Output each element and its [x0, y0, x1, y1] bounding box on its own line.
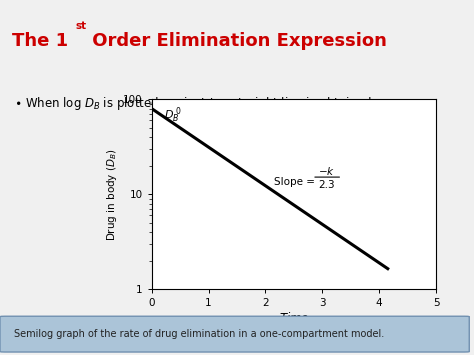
Text: Order Elimination Expression: Order Elimination Expression	[86, 32, 387, 50]
Text: $-k$: $-k$	[319, 165, 336, 177]
Text: $D_B^{\ 0}$: $D_B^{\ 0}$	[164, 105, 182, 125]
Text: $\bullet$ When log $D_B$ is plotted against $t$, a straight line is obtained:: $\bullet$ When log $D_B$ is plotted agai…	[14, 95, 376, 112]
Text: st: st	[75, 21, 86, 31]
Text: The 1: The 1	[12, 32, 68, 50]
X-axis label: $Time$: $Time$	[279, 311, 309, 325]
Text: Slope =: Slope =	[274, 177, 318, 187]
Text: Semilog graph of the rate of drug elimination in a one-compartment model.: Semilog graph of the rate of drug elimin…	[14, 329, 384, 339]
Y-axis label: Drug in body ($D_B$): Drug in body ($D_B$)	[105, 148, 119, 241]
FancyBboxPatch shape	[0, 316, 469, 352]
Text: 2.3: 2.3	[319, 180, 335, 190]
